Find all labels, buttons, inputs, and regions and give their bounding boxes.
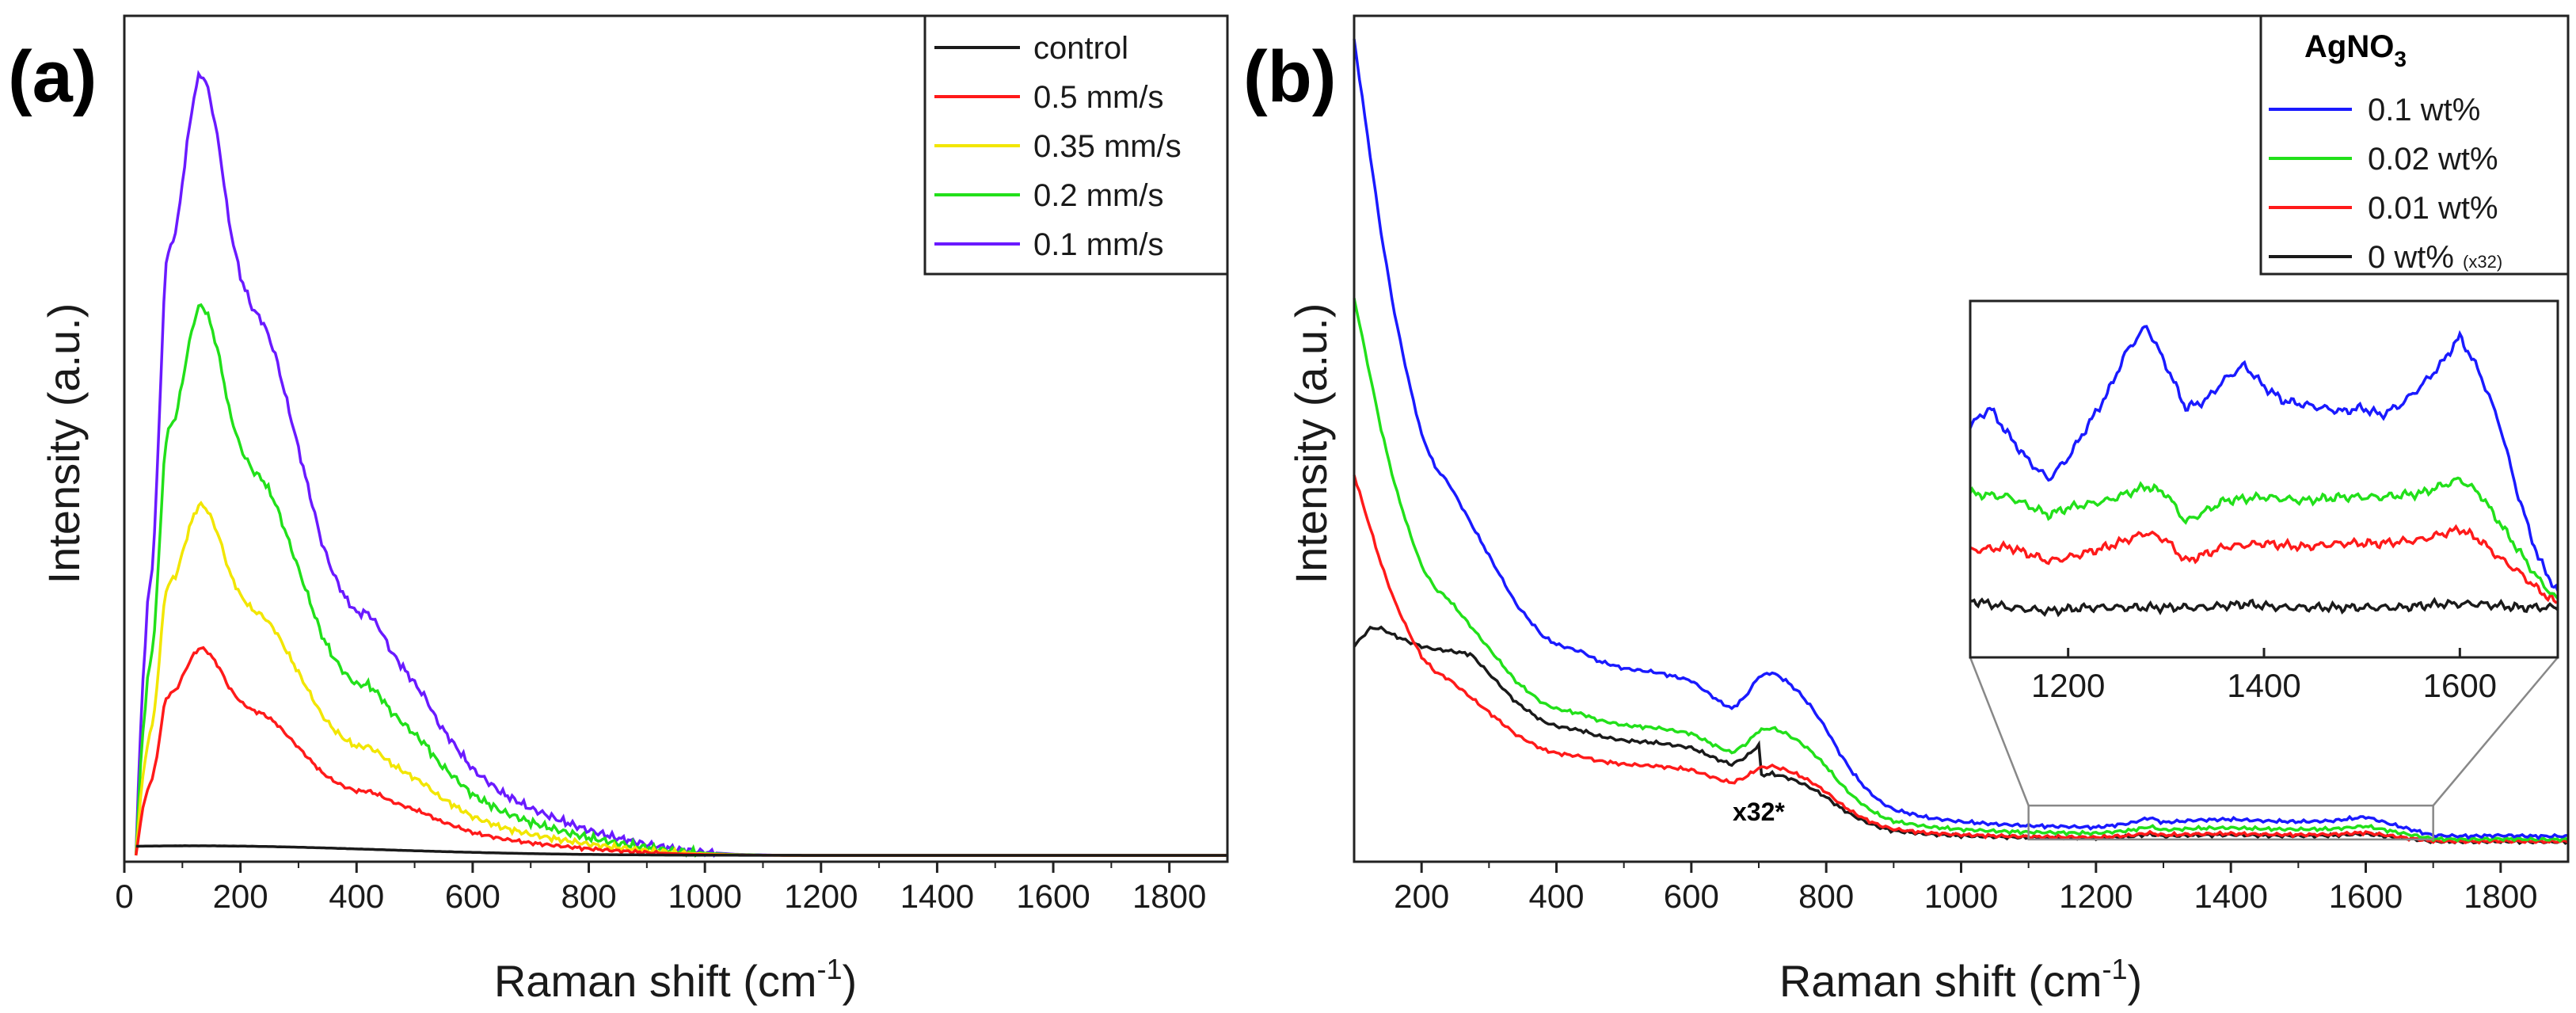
panel-a-tick-label-1600: 1600 [1016,878,1090,915]
panel-b-legend: AgNO3 0.1 wt% 0.02 wt% 0.01 wt% 0 wt% (x… [2259,14,2570,276]
panel-b-y-axis-label: Intensity (a.u.) [1286,303,1336,585]
panel-a-tick-label-0: 0 [115,878,133,915]
panel-b-tick-label-1200: 1200 [2059,878,2133,915]
inset-x-ticks: 1200 1400 1600 [2031,648,2497,704]
panel-b-zoom-connector-right [2432,657,2559,806]
panel-b-tick-label-1000: 1000 [1924,878,1998,915]
panel-b-legend-label: 0.1 wt% [2368,93,2480,128]
inset-series-0-01-wt- [1969,524,2559,604]
legend-title-subscript: 3 [2394,47,2407,71]
panel-b-series-0-wt- [1353,625,2569,845]
panel-a-x-label-end: ) [843,956,858,1006]
panel-b-legend-label-suffix: (x32) [2463,252,2502,272]
panel-a-legend-label: 0.5 mm/s [1033,80,1163,115]
panel-b-legend-title: AgNO3 [2304,29,2407,71]
inset-series-0-wt- [1969,596,2559,618]
panel-b-x32-annotation: x32* [1733,798,1785,826]
panel-a: (a) 0 200 400 600 800 1000 1200 1400 1600 1800 Ra… [8,14,1229,1006]
panel-a-x-axis-label: Raman shift (cm-1) [494,953,857,1006]
panel-b-tick-label-800: 800 [1798,878,1854,915]
panel-a-series-0-2-mm-s [134,303,1227,858]
panel-a-label: (a) [8,36,97,117]
panel-a-tick-label-1800: 1800 [1132,878,1206,915]
panel-b: (b) 200 400 600 800 1000 1200 1400 1600 1800 Ram… [1243,14,2570,1006]
panel-b-legend-label: 0.02 wt% [2368,142,2498,177]
panel-b-tick-label-600: 600 [1664,878,1719,915]
panel-a-x-label-sup: -1 [816,953,842,985]
panel-a-frame [123,14,1229,863]
panel-b-x-label-sup: -1 [2102,953,2127,985]
inset-series-0-02-wt- [1969,476,2559,600]
panel-b-tick-label-1800: 1800 [2464,878,2537,915]
panel-b-tick-label-200: 200 [1394,878,1449,915]
panel-b-x-label-end: ) [2128,956,2143,1006]
panel-b-legend-label: 0.01 wt% [2368,191,2498,226]
panel-b-plot-area [1353,38,2570,845]
panel-a-legend-label: 0.1 mm/s [1033,227,1163,262]
legend-title-main: AgNO [2304,29,2394,64]
panel-b-tick-label-1600: 1600 [2329,878,2403,915]
panel-a-series-0-35-mm-s [134,501,1227,857]
panel-b-zoom-connector-left [1969,657,2030,806]
panel-a-tick-label-1400: 1400 [900,878,974,915]
panel-a-series-0-5-mm-s [134,646,1227,857]
panel-a-tick-label-400: 400 [329,878,384,915]
panel-a-x-ticks: 0 200 400 600 800 1000 1200 1400 1600 1800 [115,862,1206,915]
panel-b-series-0-1-wt- [1353,38,2569,840]
panel-b-series-0-02-wt- [1353,298,2569,844]
panel-a-legend-label: 0.35 mm/s [1033,129,1181,164]
panel-a-legend: control 0.5 mm/s 0.35 mm/s 0.2 mm/s 0.1 mm/s [923,14,1229,276]
inset-plot-area [1969,325,2559,618]
panel-a-legend-label: 0.2 mm/s [1033,178,1163,213]
panel-b-tick-label-400: 400 [1528,878,1584,915]
panel-b-legend-box [2259,14,2570,276]
inset-tick-label-1200: 1200 [2031,667,2105,704]
panel-b-zoom-indicator [1969,657,2559,841]
panel-a-tick-label-600: 600 [445,878,500,915]
panel-b-zoom-box [2027,804,2434,841]
inset-tick-label-1600: 1600 [2423,667,2497,704]
panel-b-x-label-main: Raman shift (cm [1779,956,2102,1006]
panel-a-x-label-main: Raman shift (cm [494,956,817,1006]
panel-b-series-0-01-wt- [1353,474,2570,845]
inset-tick-label-1400: 1400 [2227,667,2300,704]
panel-b-x-axis-label: Raman shift (cm-1) [1779,953,2142,1006]
panel-a-legend-label: control [1033,31,1128,66]
panel-b-tick-label-1400: 1400 [2194,878,2267,915]
panel-a-tick-label-1000: 1000 [668,878,741,915]
panel-a-y-axis-label: Intensity (a.u.) [39,303,89,585]
inset-series-0-1-wt- [1969,325,2559,592]
panel-a-tick-label-800: 800 [561,878,616,915]
panel-b-x-ticks: 200 400 600 800 1000 1200 1400 1600 1800 [1394,862,2538,915]
panel-a-series-control [135,844,1227,857]
panel-a-tick-label-1200: 1200 [784,878,858,915]
panel-a-tick-label-200: 200 [213,878,268,915]
panel-b-label: (b) [1243,36,1336,117]
panel-a-plot-area [134,70,1227,859]
panel-b-inset: 1200 1400 1600 [1969,299,2559,704]
